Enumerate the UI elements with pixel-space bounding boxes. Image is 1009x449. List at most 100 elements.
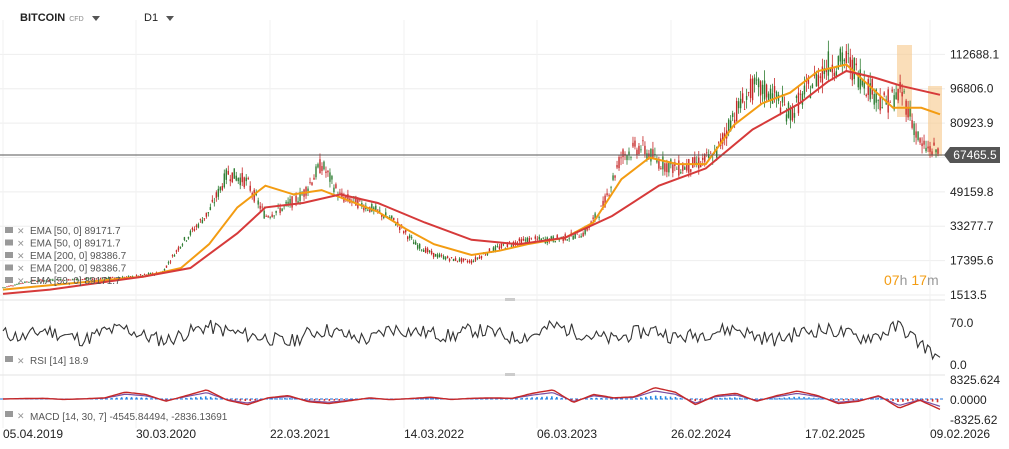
candle-body: [309, 182, 311, 183]
candle-body: [524, 239, 527, 241]
candle-body: [127, 275, 130, 277]
candle-body: [50, 279, 52, 281]
settings-icon[interactable]: [5, 252, 13, 258]
settings-icon[interactable]: [5, 356, 13, 362]
symbol-selector[interactable]: BITCOIN CFD: [20, 12, 100, 24]
macd-histogram-bar: [313, 399, 316, 401]
date-tick-label: 14.03.2022: [404, 427, 464, 441]
candle-body: [931, 151, 933, 155]
settings-icon[interactable]: [5, 227, 13, 233]
candle-body: [921, 143, 923, 147]
candle-body: [470, 260, 473, 264]
macd-histogram-bar: [738, 397, 741, 400]
candle-body: [217, 188, 220, 197]
candle-body: [432, 252, 435, 258]
macd-histogram-bar: [620, 398, 622, 400]
macd-histogram-bar: [536, 397, 538, 400]
chevron-down-icon[interactable]: [91, 15, 100, 21]
candle-body: [416, 245, 419, 249]
candle-body: [209, 207, 212, 210]
candle-body: [339, 192, 341, 194]
rsi-axis: 70.0 0.0: [950, 316, 974, 372]
chevron-down-icon[interactable]: [166, 15, 175, 21]
candle-body: [745, 95, 748, 100]
candle-body: [60, 279, 62, 280]
candle-body: [630, 156, 632, 158]
candle-body: [52, 279, 54, 281]
close-icon[interactable]: ✕: [17, 239, 25, 249]
candle-body: [94, 278, 96, 280]
close-icon[interactable]: ✕: [17, 226, 25, 236]
candle-body: [265, 215, 267, 217]
candle-body: [454, 258, 457, 261]
macd-histogram-bar: [823, 398, 825, 400]
close-icon[interactable]: ✕: [17, 251, 25, 261]
candle-body: [895, 92, 897, 100]
macd-histogram-bar: [323, 399, 326, 401]
candle-body: [867, 79, 869, 95]
candle-body: [379, 210, 381, 212]
macd-histogram-bar: [768, 398, 771, 400]
candle-body: [410, 237, 413, 239]
candle-body: [6, 286, 8, 288]
close-icon[interactable]: ✕: [17, 356, 25, 366]
macd-histogram-bar: [724, 397, 726, 400]
candle-body: [733, 119, 736, 123]
candle-body: [911, 120, 913, 128]
settings-icon[interactable]: [5, 277, 13, 283]
resize-handle[interactable]: [505, 298, 515, 301]
price-tick-label: 1513.5: [950, 288, 987, 302]
candle-body: [574, 233, 576, 239]
macd-histogram-bar: [654, 395, 657, 400]
candle-body: [727, 119, 730, 132]
candle-body: [815, 73, 818, 87]
ema-fast-line: [2, 63, 941, 291]
macd-histogram-bar: [847, 399, 850, 401]
close-icon[interactable]: ✕: [17, 411, 25, 421]
candle-body: [205, 212, 208, 217]
macd-histogram-bar: [575, 399, 578, 401]
candle-body: [919, 138, 921, 143]
close-icon[interactable]: ✕: [17, 276, 25, 286]
candle-body: [109, 277, 112, 279]
timeframe-selector[interactable]: D1: [144, 12, 175, 24]
candle-body: [195, 225, 198, 228]
candle-body: [528, 238, 531, 243]
macd-histogram-bar: [897, 399, 899, 403]
candle-body: [829, 69, 832, 72]
candle-body: [145, 274, 148, 276]
candle-body: [526, 237, 529, 243]
candle-body: [518, 238, 521, 241]
candle-body: [913, 123, 915, 136]
candle-body: [30, 281, 32, 282]
macd-histogram-bar: [516, 398, 519, 400]
settings-icon[interactable]: [5, 239, 13, 246]
candle-body: [536, 238, 538, 240]
settings-icon[interactable]: [5, 264, 13, 271]
candle-body: [833, 72, 836, 77]
candle-body: [414, 241, 417, 245]
candle-body: [287, 201, 289, 204]
macd-tick-label: 8325.624: [950, 373, 1000, 387]
candle-body: [418, 243, 421, 249]
macd-histogram-bar: [674, 396, 677, 400]
candle-body: [849, 57, 851, 70]
macd-histogram-bar: [110, 398, 113, 400]
resize-handle-2[interactable]: [505, 373, 515, 376]
candle-body: [859, 69, 861, 90]
candle-body: [335, 184, 337, 189]
macd-histogram-bar: [209, 396, 212, 400]
candle-body: [269, 217, 271, 218]
candle-body: [62, 279, 64, 281]
candle-body: [183, 237, 186, 241]
candle-body: [492, 247, 495, 252]
candle-body: [877, 99, 879, 101]
close-icon[interactable]: ✕: [17, 264, 25, 274]
macd-histogram-bar: [476, 398, 479, 400]
macd-histogram-bar: [338, 399, 341, 401]
date-tick-label: 30.03.2020: [136, 427, 196, 441]
candle-body: [520, 239, 523, 245]
macd-tick-label: 0.0000: [950, 393, 987, 407]
settings-icon[interactable]: [5, 411, 13, 417]
